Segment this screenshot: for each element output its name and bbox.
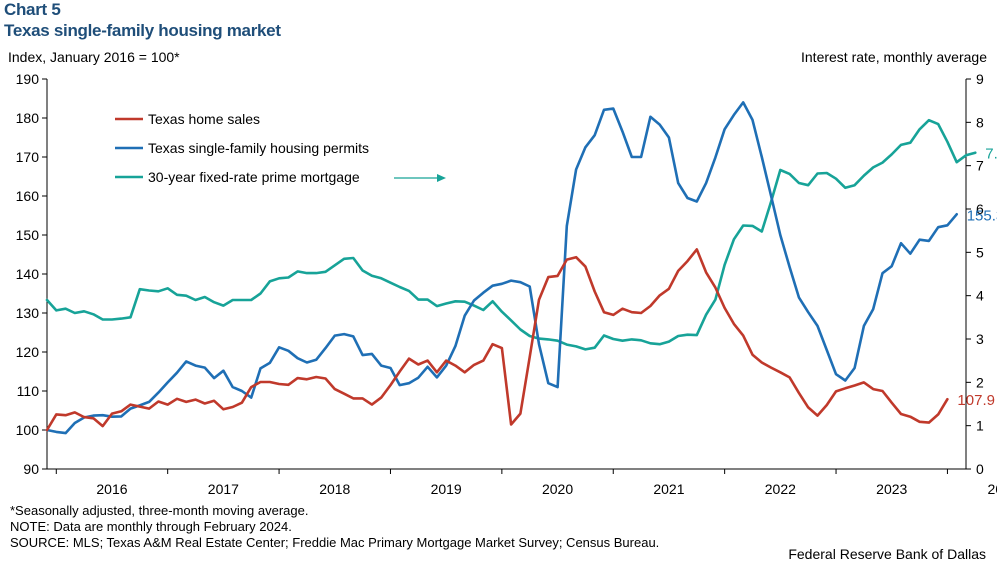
- series-line-mortgage: [45, 118, 977, 351]
- end-label-permits: 155.3: [967, 207, 997, 224]
- left-axis-label: Index, January 2016 = 100*: [8, 49, 180, 65]
- right-tick-label: 5: [976, 244, 984, 260]
- x-tick-label: 2024: [988, 481, 997, 497]
- footnote-source: SOURCE: MLS; Texas A&M Real Estate Cente…: [10, 535, 660, 550]
- right-tick-label: 6: [976, 201, 984, 217]
- x-tick-label: 2020: [542, 481, 573, 497]
- right-tick-label: 2: [976, 374, 984, 390]
- x-tick-label: 2018: [319, 481, 350, 497]
- x-tick-label: 2019: [431, 481, 462, 497]
- legend-arrowhead: [437, 174, 446, 182]
- left-tick-label: 90: [23, 461, 39, 477]
- x-tick-label: 2022: [765, 481, 796, 497]
- right-tick-label: 3: [976, 331, 984, 347]
- left-tick-label: 140: [16, 266, 40, 282]
- right-tick-label: 7: [976, 158, 984, 174]
- right-tick-label: 1: [976, 418, 984, 434]
- footnote-star: *Seasonally adjusted, three-month moving…: [10, 503, 309, 518]
- chart-title: Texas single-family housing market: [4, 21, 281, 40]
- right-tick-label: 8: [976, 114, 984, 130]
- left-tick-label: 190: [16, 71, 40, 87]
- x-tick-label: 2021: [653, 481, 684, 497]
- series-line-permits: [45, 101, 959, 435]
- legend-label-permits: Texas single-family housing permits: [148, 140, 369, 156]
- end-label-sales: 107.9: [957, 392, 995, 409]
- series-line-sales: [45, 248, 949, 432]
- end-label-mortgage: 7.3: [985, 146, 997, 163]
- left-tick-label: 170: [16, 149, 40, 165]
- x-tick-label: 2023: [876, 481, 907, 497]
- right-tick-label: 0: [976, 461, 984, 477]
- legend-label-mortgage: 30-year fixed-rate prime mortgage: [148, 169, 360, 185]
- left-tick-label: 120: [16, 344, 40, 360]
- left-tick-label: 130: [16, 305, 40, 321]
- x-tick-label: 2017: [208, 481, 239, 497]
- left-tick-label: 110: [17, 383, 40, 399]
- left-tick-label: 100: [16, 422, 40, 438]
- footnote-note: NOTE: Data are monthly through February …: [10, 519, 292, 534]
- credit: Federal Reserve Bank of Dallas: [788, 546, 986, 562]
- right-tick-label: 9: [976, 71, 984, 87]
- legend-label-sales: Texas home sales: [148, 111, 260, 127]
- x-tick-label: 2016: [96, 481, 127, 497]
- left-tick-label: 150: [16, 227, 40, 243]
- chart-number: Chart 5: [4, 0, 61, 19]
- left-tick-label: 180: [16, 110, 40, 126]
- left-tick-label: 160: [16, 188, 40, 204]
- right-tick-label: 4: [976, 288, 984, 304]
- right-axis-label: Interest rate, monthly average: [801, 49, 987, 65]
